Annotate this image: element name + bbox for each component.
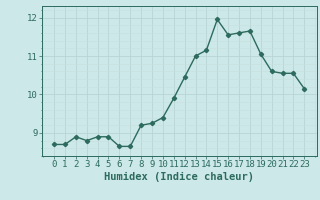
X-axis label: Humidex (Indice chaleur): Humidex (Indice chaleur) xyxy=(104,172,254,182)
